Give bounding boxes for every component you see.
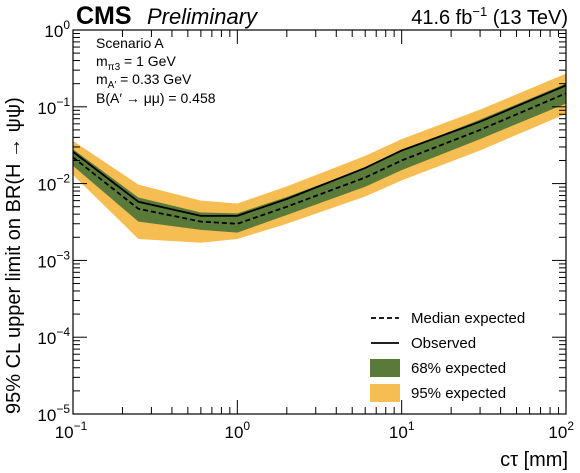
y-tick-label-base: 10 [37, 176, 56, 195]
bands-layer [73, 73, 566, 243]
x-tick-label-exponent: 0 [243, 419, 250, 433]
x-tick-label-base: 10 [224, 423, 243, 442]
lumi-label: 41.6 fb−1 (13 TeV) [411, 4, 568, 29]
y-tick-label: 10−4 [37, 325, 70, 348]
x-tick-label-base: 10 [55, 423, 74, 442]
lines-layer [72, 84, 567, 225]
mass-a-symbol: m [96, 71, 108, 87]
x-tick-label-exponent: −1 [74, 419, 88, 433]
legend-label-observed: Observed [411, 335, 476, 352]
y-axis-title: 95% CL upper limit on BR(H → ψψ) [3, 97, 25, 414]
mass-pi-value: = 1 GeV [120, 53, 176, 69]
y-tick-label: 10−1 [37, 95, 70, 118]
y-tick-label: 100 [44, 18, 70, 41]
x-tick-label: 100 [224, 419, 250, 442]
x-tick-label: 10−1 [55, 419, 88, 442]
annotation-scenario: Scenario A [96, 35, 164, 51]
median-expected-line [72, 92, 567, 225]
plot-frame [72, 29, 567, 415]
y-tick-label-base: 10 [37, 99, 56, 118]
y-tick-label-base: 10 [44, 22, 63, 41]
legend-swatch-band95 [370, 384, 400, 402]
legend-label-band95: 95% expected [411, 385, 506, 402]
y-tick-label-exponent: 0 [63, 18, 70, 32]
legend: Median expected Observed 68% expected 95% e… [370, 310, 525, 402]
energy-label: (13 TeV) [493, 7, 568, 29]
y-tick-label-exponent: −5 [56, 402, 70, 416]
mass-a-value: = 0.33 GeV [116, 71, 192, 87]
y-tick-label: 10−2 [37, 172, 70, 195]
y-tick-label: 10−3 [37, 248, 70, 271]
y-tick-label-base: 10 [37, 252, 56, 271]
x-tick-label-base: 10 [548, 423, 567, 442]
lumi-value: 41.6 fb [411, 7, 472, 29]
y-tick-label-base: 10 [37, 406, 56, 425]
y-tick-label-exponent: −2 [56, 172, 70, 186]
legend-label-band68: 68% expected [411, 360, 506, 377]
mass-pi-subscript: π3 [108, 62, 121, 73]
y-tick-label-base: 10 [37, 329, 56, 348]
annotation-branching: B(A′ → μμ) = 0.458 [96, 90, 216, 106]
x-axis-title: cτ [mm] [500, 449, 568, 471]
annotation-mass-a: mA′ = 0.33 GeV [96, 71, 192, 91]
x-tick-label: 101 [389, 419, 415, 442]
y-tick-label: 10−5 [37, 402, 70, 425]
y-tick-label-exponent: −1 [56, 95, 70, 109]
x-tick-label-exponent: 1 [408, 419, 415, 433]
status-label: Preliminary [147, 4, 259, 29]
observed-line [72, 84, 567, 217]
lumi-exponent: −1 [472, 4, 487, 19]
x-tick-label-exponent: 2 [567, 419, 574, 433]
x-tick-label: 102 [548, 419, 574, 442]
band-95-expected [73, 73, 566, 243]
legend-swatch-band68 [370, 359, 400, 377]
y-tick-label-exponent: −3 [56, 248, 70, 262]
x-tick-label-base: 10 [389, 423, 408, 442]
mass-a-subscript: A′ [108, 80, 117, 91]
band-68-expected [73, 83, 566, 233]
y-tick-label-exponent: −4 [56, 325, 70, 339]
x-tick-labels: 10−1 100 101 102 [55, 419, 575, 442]
legend-label-median: Median expected [411, 310, 525, 327]
ticks-layer [72, 30, 566, 415]
experiment-label: CMS [76, 2, 132, 30]
mass-pi-symbol: m [96, 53, 108, 69]
annotation-mass-pi: mπ3 = 1 GeV [96, 53, 176, 73]
